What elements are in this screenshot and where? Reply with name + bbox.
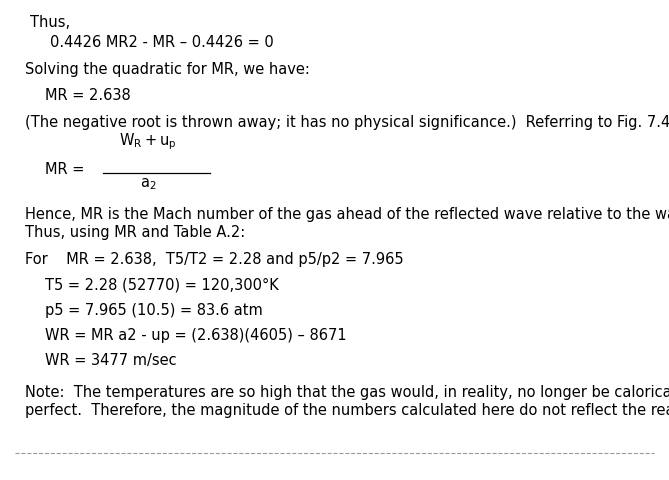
- Text: 0.4426 MR2 - MR – 0.4426 = 0: 0.4426 MR2 - MR – 0.4426 = 0: [50, 35, 274, 50]
- Text: perfect.  Therefore, the magnitude of the numbers calculated here do not reflect: perfect. Therefore, the magnitude of the…: [25, 403, 669, 418]
- Text: $\mathregular{W}_{\mathregular{R}}+\mathregular{u}_{\mathregular{p}}$: $\mathregular{W}_{\mathregular{R}}+\math…: [119, 132, 177, 152]
- Text: (The negative root is thrown away; it has no physical significance.)  Referring : (The negative root is thrown away; it ha…: [25, 115, 669, 130]
- Text: For    MR = 2.638,  T5/T2 = 2.28 and p5/p2 = 7.965: For MR = 2.638, T5/T2 = 2.28 and p5/p2 =…: [25, 252, 403, 267]
- Text: p5 = 7.965 (10.5) = 83.6 atm: p5 = 7.965 (10.5) = 83.6 atm: [45, 303, 263, 318]
- Text: Thus,: Thus,: [30, 15, 70, 30]
- Text: WR = 3477 m/sec: WR = 3477 m/sec: [45, 353, 177, 368]
- Text: MR =: MR =: [45, 163, 84, 178]
- Text: MR = 2.638: MR = 2.638: [45, 88, 130, 103]
- Text: $\mathregular{a}_{\mathregular{2}}$: $\mathregular{a}_{\mathregular{2}}$: [140, 176, 157, 192]
- Text: Thus, using MR and Table A.2:: Thus, using MR and Table A.2:: [25, 225, 246, 240]
- Text: T5 = 2.28 (52770) = 120,300°K: T5 = 2.28 (52770) = 120,300°K: [45, 278, 279, 293]
- Text: Hence, MR is the Mach number of the gas ahead of the reflected wave relative to : Hence, MR is the Mach number of the gas …: [25, 207, 669, 222]
- Text: Solving the quadratic for MR, we have:: Solving the quadratic for MR, we have:: [25, 62, 310, 77]
- Text: Note:  The temperatures are so high that the gas would, in reality, no longer be: Note: The temperatures are so high that …: [25, 385, 669, 400]
- Text: WR = MR a2 - up = (2.638)(4605) – 8671: WR = MR a2 - up = (2.638)(4605) – 8671: [45, 328, 347, 343]
